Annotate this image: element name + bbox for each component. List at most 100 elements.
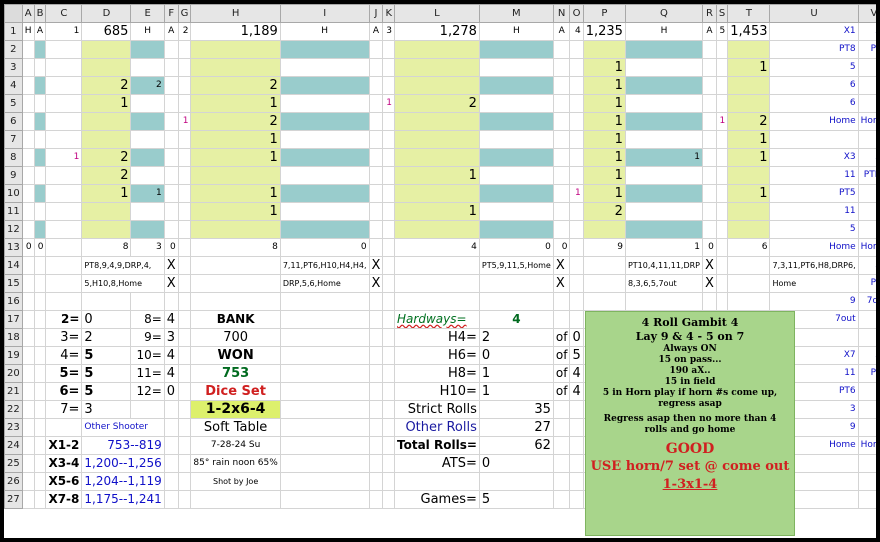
cell-d1[interactable]: 685	[81, 22, 132, 41]
column-header-n[interactable]: N	[552, 4, 571, 23]
cell-b10[interactable]	[33, 184, 47, 203]
cell-g6[interactable]: 1	[177, 112, 192, 131]
cell-l16[interactable]	[394, 292, 480, 311]
cell-c16[interactable]	[45, 292, 83, 311]
cell-j13[interactable]	[368, 238, 384, 257]
cell-a12[interactable]	[21, 220, 35, 239]
cell-g26[interactable]	[177, 472, 192, 491]
row-header-15[interactable]: 15	[4, 274, 23, 293]
cell-f14[interactable]	[177, 256, 192, 275]
cell-i9[interactable]	[279, 166, 370, 185]
cell-h12[interactable]	[190, 220, 281, 239]
cell-g2[interactable]	[177, 40, 192, 59]
cell-p11[interactable]: 2	[582, 202, 626, 221]
cell-e12[interactable]	[130, 220, 165, 239]
cell-m26[interactable]	[478, 472, 554, 491]
cell-u2[interactable]: PT8	[769, 40, 859, 59]
cell-m19[interactable]: 0	[478, 346, 554, 365]
cell-k2[interactable]	[382, 40, 395, 59]
cell-l24[interactable]: Total Rolls=	[394, 436, 480, 455]
cell-c27[interactable]: X7-8	[45, 490, 83, 509]
row-header-10[interactable]: 10	[4, 184, 23, 203]
cell-k13[interactable]	[382, 238, 395, 257]
cell-q13[interactable]: 1	[624, 238, 704, 257]
cell-h8[interactable]: 1	[190, 148, 281, 167]
cell-i15[interactable]: X	[368, 274, 384, 293]
cell-v18[interactable]	[857, 328, 876, 347]
cell-k26[interactable]	[382, 472, 395, 491]
cell-h16[interactable]	[190, 292, 281, 311]
row-header-18[interactable]: 18	[4, 328, 23, 347]
cell-k10[interactable]	[382, 184, 395, 203]
cell-c18[interactable]: 3=	[45, 328, 83, 347]
cell-r7[interactable]	[702, 130, 717, 149]
column-header-q[interactable]: Q	[624, 4, 704, 23]
cell-i24[interactable]	[279, 436, 370, 455]
cell-q12[interactable]	[624, 220, 704, 239]
cell-u5[interactable]: 6	[769, 94, 859, 113]
cell-m15[interactable]: X	[552, 274, 571, 293]
row-header-7[interactable]: 7	[4, 130, 23, 149]
cell-j26[interactable]	[368, 472, 384, 491]
cell-m21[interactable]: 1	[478, 382, 554, 401]
cell-c9[interactable]	[45, 166, 83, 185]
cell-h11[interactable]: 1	[190, 202, 281, 221]
cell-i12[interactable]	[279, 220, 370, 239]
cell-n5[interactable]	[552, 94, 571, 113]
cell-j3[interactable]	[368, 58, 384, 77]
cell-j15[interactable]	[382, 274, 395, 293]
cell-t12[interactable]	[727, 220, 771, 239]
cell-b25[interactable]	[33, 454, 47, 473]
row-header-27[interactable]: 27	[4, 490, 23, 509]
cell-s1[interactable]: 5	[715, 22, 729, 41]
cell-b12[interactable]	[33, 220, 47, 239]
cell-i27[interactable]	[279, 490, 370, 509]
cell-g19[interactable]	[177, 346, 192, 365]
cell-c23[interactable]	[45, 418, 83, 437]
cell-o16[interactable]	[569, 292, 584, 311]
select-all-corner[interactable]	[4, 4, 23, 23]
cell-v25[interactable]	[857, 454, 876, 473]
row-header-6[interactable]: 6	[4, 112, 23, 131]
cell-u12[interactable]: 5	[769, 220, 859, 239]
cell-h13[interactable]: 8	[190, 238, 281, 257]
cell-t11[interactable]	[727, 202, 771, 221]
cell-k17[interactable]	[382, 310, 395, 329]
cell-e13[interactable]: 3	[130, 238, 165, 257]
cell-n13[interactable]: 0	[552, 238, 571, 257]
cell-v6[interactable]: Home	[857, 112, 876, 131]
cell-j6[interactable]	[368, 112, 384, 131]
cell-r15[interactable]	[715, 274, 729, 293]
cell-k21[interactable]	[382, 382, 395, 401]
cell-a2[interactable]	[21, 40, 35, 59]
cell-k6[interactable]	[382, 112, 395, 131]
cell-r9[interactable]	[702, 166, 717, 185]
cell-b2[interactable]	[33, 40, 47, 59]
cell-t6[interactable]: 2	[727, 112, 771, 131]
cell-k4[interactable]	[382, 76, 395, 95]
cell-m8[interactable]	[478, 148, 554, 167]
column-header-v[interactable]: V	[857, 4, 876, 23]
column-header-h[interactable]: H	[190, 4, 281, 23]
cell-o3[interactable]	[569, 58, 584, 77]
cell-f23[interactable]	[163, 418, 179, 437]
cell-j19[interactable]	[368, 346, 384, 365]
cell-m20[interactable]: 1	[478, 364, 554, 383]
cell-t7[interactable]: 1	[727, 130, 771, 149]
cell-n24[interactable]	[552, 436, 571, 455]
cell-s9[interactable]	[715, 166, 729, 185]
cell-a20[interactable]	[21, 364, 35, 383]
cell-a1[interactable]: H	[21, 22, 35, 41]
cell-d8[interactable]: 2	[81, 148, 132, 167]
cell-k18[interactable]	[382, 328, 395, 347]
cell-d2[interactable]	[81, 40, 132, 59]
cell-h3[interactable]	[190, 58, 281, 77]
cell-j10[interactable]	[368, 184, 384, 203]
cell-a27[interactable]	[21, 490, 35, 509]
cell-u16[interactable]: 9	[769, 292, 859, 311]
cell-f6[interactable]	[163, 112, 179, 131]
cell-j22[interactable]	[368, 400, 384, 419]
cell-a3[interactable]	[21, 58, 35, 77]
cell-n8[interactable]	[552, 148, 571, 167]
cell-g15[interactable]	[190, 274, 281, 293]
